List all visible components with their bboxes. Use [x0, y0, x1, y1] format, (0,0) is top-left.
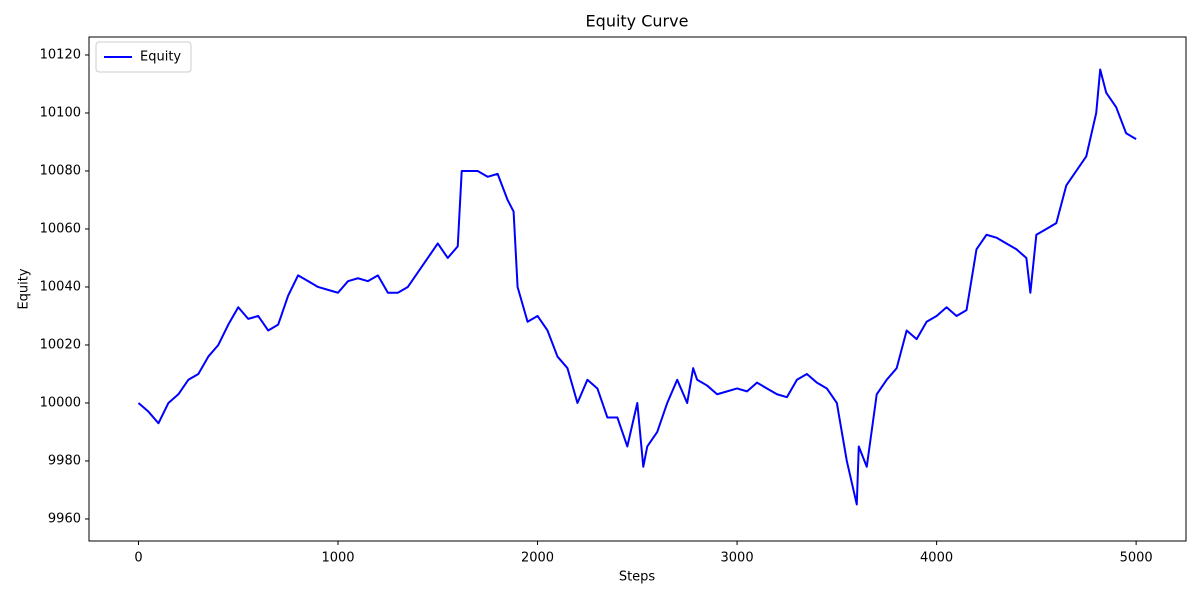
x-tick-label: 4000 — [920, 551, 953, 566]
x-tick-label: 3000 — [721, 551, 754, 566]
x-tick-label: 0 — [134, 551, 142, 566]
legend-label: Equity — [140, 50, 181, 65]
y-tick-label: 10000 — [40, 395, 81, 410]
x-axis-label: Steps — [619, 570, 656, 585]
y-tick-label: 10020 — [40, 337, 81, 352]
y-tick-label: 9960 — [48, 511, 81, 526]
x-tick-label: 1000 — [321, 551, 354, 566]
x-tick-label: 2000 — [521, 551, 554, 566]
y-tick-label: 10100 — [40, 105, 81, 120]
y-tick-label: 9980 — [48, 453, 81, 468]
y-axis-label: Equity — [17, 268, 32, 309]
plot-frame — [88, 36, 1187, 542]
legend-box — [95, 41, 192, 73]
line — [137, 68, 1137, 506]
y-tick-label: 10060 — [40, 221, 81, 236]
x-tick-label: 5000 — [1120, 551, 1153, 566]
y-tick-label: 10120 — [40, 47, 81, 62]
y-tick-label: 10040 — [40, 279, 81, 294]
chart-title: Equity Curve — [586, 12, 689, 31]
y-tick-label: 10080 — [40, 163, 81, 178]
